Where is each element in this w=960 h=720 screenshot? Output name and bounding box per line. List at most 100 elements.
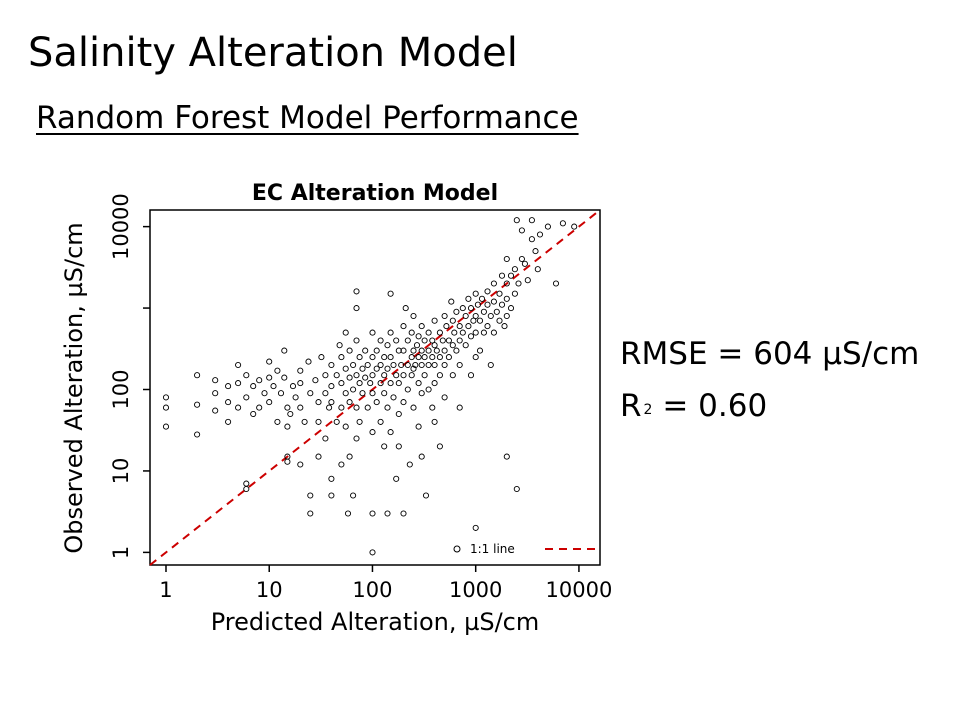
- data-point: [398, 361, 405, 369]
- data-point: [421, 337, 428, 344]
- data-point: [250, 410, 257, 418]
- data-point: [284, 458, 291, 465]
- data-point: [404, 386, 411, 393]
- data-point: [528, 217, 535, 224]
- data-point: [369, 372, 376, 379]
- data-point: [373, 399, 380, 406]
- data-point: [297, 380, 304, 387]
- data-point: [322, 435, 329, 442]
- data-point: [470, 317, 477, 324]
- data-point: [484, 301, 491, 308]
- data-point: [266, 399, 273, 406]
- data-point: [431, 380, 438, 387]
- data-point: [395, 443, 402, 450]
- data-point: [328, 399, 335, 406]
- data-point: [261, 390, 268, 397]
- data-point: [318, 354, 325, 361]
- data-point: [449, 372, 456, 379]
- data-point: [342, 423, 349, 430]
- data-point: [336, 342, 343, 349]
- data-point: [243, 485, 250, 493]
- data-point: [408, 354, 415, 361]
- data-point: [369, 510, 376, 517]
- data-point: [503, 255, 510, 263]
- data-point: [472, 329, 479, 336]
- data-point: [544, 223, 551, 230]
- data-point: [559, 220, 566, 227]
- x-tick-label: 1: [159, 578, 172, 602]
- data-point: [162, 423, 170, 430]
- data-point: [356, 354, 363, 361]
- data-point: [449, 317, 456, 324]
- data-point: [528, 236, 535, 243]
- data-point: [356, 380, 363, 387]
- data-point: [377, 380, 384, 387]
- data-point: [431, 342, 438, 349]
- data-point: [456, 323, 463, 330]
- data-point: [429, 354, 436, 361]
- data-point: [362, 347, 369, 354]
- data-point: [415, 380, 422, 387]
- data-point: [490, 329, 497, 336]
- data-point: [496, 290, 503, 297]
- data-point: [387, 354, 394, 361]
- data-point: [338, 354, 345, 361]
- y-axis-label: Observed Alteration, µS/cm: [60, 222, 88, 553]
- data-point: [443, 323, 450, 330]
- data-point: [400, 510, 407, 517]
- data-point: [377, 361, 384, 369]
- data-point: [369, 429, 376, 436]
- r2-label: R: [620, 388, 642, 424]
- data-point: [410, 365, 417, 372]
- data-point: [496, 317, 503, 324]
- data-point: [503, 295, 510, 302]
- data-point: [384, 510, 391, 517]
- data-point: [402, 305, 409, 312]
- data-point: [412, 361, 419, 369]
- data-point: [338, 404, 345, 411]
- data-point: [431, 418, 438, 425]
- data-point: [521, 260, 528, 267]
- data-point: [571, 223, 578, 230]
- x-axis-label: Predicted Alteration, µS/cm: [211, 608, 540, 636]
- data-point: [289, 383, 297, 390]
- data-point: [266, 374, 273, 381]
- data-point: [256, 377, 263, 384]
- data-point: [410, 347, 417, 354]
- data-point: [467, 333, 475, 340]
- data-point: [503, 280, 510, 287]
- data-point: [350, 492, 357, 499]
- data-point: [373, 347, 380, 354]
- data-point: [415, 333, 422, 340]
- data-point: [369, 354, 376, 361]
- data-point: [328, 475, 335, 482]
- data-point: [346, 374, 353, 381]
- x-tick-label: 10: [256, 578, 283, 602]
- data-point: [513, 217, 520, 224]
- legend-line-label: 1:1 line: [470, 542, 515, 556]
- data-point: [478, 295, 486, 302]
- data-point: [194, 401, 201, 408]
- data-point: [415, 423, 422, 430]
- data-point: [425, 329, 432, 336]
- data-point: [344, 510, 352, 517]
- data-point: [243, 480, 250, 487]
- data-point: [297, 404, 304, 411]
- chart-title: EC Alteration Model: [252, 181, 498, 206]
- data-point: [297, 461, 304, 468]
- data-point: [465, 295, 472, 302]
- data-point: [415, 354, 422, 361]
- data-point: [356, 418, 363, 425]
- data-point: [480, 308, 487, 315]
- data-point: [292, 394, 299, 401]
- data-point: [487, 312, 494, 320]
- data-point: [342, 390, 349, 397]
- data-point: [456, 361, 463, 369]
- x-axis: 1 10 100 1000 10000: [159, 565, 612, 602]
- data-point: [212, 407, 219, 414]
- data-point: [404, 361, 411, 369]
- data-point: [312, 377, 319, 384]
- data-point: [515, 280, 522, 287]
- legend: 1:1 line: [453, 542, 595, 556]
